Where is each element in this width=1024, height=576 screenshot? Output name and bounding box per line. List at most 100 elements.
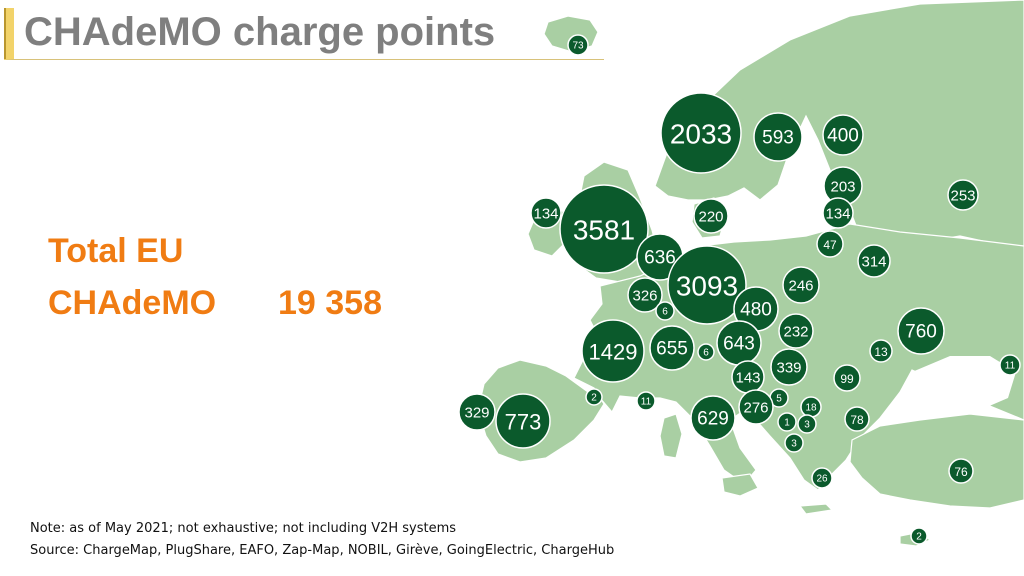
marker-label: 2 [591, 393, 597, 404]
charge-point-marker: 11 [636, 391, 656, 411]
charge-point-marker: 3 [784, 433, 804, 453]
marker-circle [458, 393, 496, 431]
land-areas [477, 0, 1024, 547]
marker-label: 3 [791, 439, 797, 450]
marker-label: 480 [740, 300, 772, 321]
marker-circle [693, 198, 729, 234]
marker-label: 3581 [573, 215, 635, 246]
charge-point-marker: 314 [857, 244, 891, 278]
land-crete [798, 503, 834, 515]
marker-label: 329 [464, 405, 489, 422]
marker-circle [948, 458, 974, 484]
charge-point-marker: 26 [811, 467, 833, 489]
charge-point-marker: 276 [738, 389, 774, 425]
marker-label: 232 [783, 324, 808, 341]
charge-point-marker: 13 [869, 339, 893, 363]
charge-point-marker: 629 [690, 395, 736, 441]
marker-circle [778, 313, 814, 349]
marker-circle [999, 354, 1021, 376]
marker-circle [690, 395, 736, 441]
marker-label: 773 [505, 410, 542, 435]
marker-label: 253 [950, 188, 975, 205]
marker-label: 134 [533, 206, 558, 223]
marker-label: 220 [698, 209, 723, 226]
marker-label: 18 [805, 403, 817, 414]
marker-label: 246 [788, 278, 813, 295]
marker-label: 13 [874, 345, 888, 359]
marker-label: 760 [905, 322, 937, 343]
charge-point-marker: 253 [947, 179, 979, 211]
charge-point-marker: 655 [649, 325, 695, 371]
charge-point-marker: 6 [655, 301, 675, 321]
charge-point-marker: 760 [897, 307, 945, 355]
marker-circle [627, 277, 663, 313]
marker-label: 276 [743, 400, 768, 417]
page-title: CHAdeMO charge points [24, 10, 496, 54]
marker-circle [797, 414, 817, 434]
marker-circle [667, 245, 747, 325]
marker-circle [782, 266, 820, 304]
charge-point-marker: 78 [844, 406, 870, 432]
charge-point-marker: 246 [782, 266, 820, 304]
marker-label: 326 [632, 288, 657, 305]
marker-circle [495, 393, 551, 449]
marker-label: 47 [823, 238, 837, 252]
charge-point-marker: 773 [495, 393, 551, 449]
marker-label: 78 [850, 413, 864, 427]
marker-circle [822, 197, 854, 229]
marker-label: 143 [735, 370, 760, 387]
marker-label: 11 [641, 397, 652, 408]
charge-point-marker: 643 [716, 320, 762, 366]
charge-point-marker: 232 [778, 313, 814, 349]
marker-circle [559, 184, 649, 274]
marker-label: 134 [825, 206, 850, 223]
total-value: 19 358 [278, 284, 382, 322]
charge-point-marker: 2033 [660, 92, 742, 174]
charge-point-marker: 1429 [581, 319, 645, 383]
marker-circle [816, 230, 844, 258]
charge-point-marker: 3093 [667, 245, 747, 325]
black-sea [912, 356, 1016, 410]
title-frame [4, 8, 604, 60]
marker-label: 655 [656, 339, 688, 360]
marker-circle [738, 389, 774, 425]
marker-circle [844, 406, 870, 432]
charge-point-marker: 220 [693, 198, 729, 234]
marker-circle [655, 301, 675, 321]
marker-label: 400 [827, 126, 859, 147]
marker-label: 99 [840, 372, 854, 386]
charge-point-marker: 73 [567, 34, 589, 56]
land-turkey [849, 413, 1024, 509]
marker-circle [753, 112, 803, 162]
charge-point-marker: 480 [733, 286, 779, 332]
marker-label: 76 [954, 465, 968, 479]
marker-circle [530, 197, 562, 229]
marker-label: 593 [762, 128, 794, 149]
marker-circle [822, 114, 864, 156]
charge-point-marker: 6 [697, 343, 715, 361]
charge-point-marker: 3 [797, 414, 817, 434]
marker-label: 339 [776, 360, 801, 377]
marker-circle [697, 343, 715, 361]
total-line1: Total EU [48, 232, 184, 270]
charge-point-marker: 3581 [559, 184, 649, 274]
note-text: Note: as of May 2021; not exhaustive; no… [30, 521, 457, 536]
charge-point-marker: 18 [800, 396, 822, 418]
marker-label: 26 [816, 474, 828, 485]
marker-circle [811, 467, 833, 489]
land-sardinia [659, 413, 683, 459]
charge-point-marker: 11 [999, 354, 1021, 376]
source-text: Source: ChargeMap, PlugShare, EAFO, Zap-… [30, 543, 615, 558]
charge-point-marker: 134 [530, 197, 562, 229]
marker-circle [581, 319, 645, 383]
marker-circle [833, 364, 861, 392]
charge-point-marker: 143 [731, 360, 765, 394]
marker-circle [777, 412, 797, 432]
marker-label: 1429 [589, 340, 638, 365]
charge-point-marker: 2 [910, 527, 928, 545]
marker-circle [947, 179, 979, 211]
marker-label: 3093 [676, 271, 738, 302]
charge-point-marker: 134 [822, 197, 854, 229]
